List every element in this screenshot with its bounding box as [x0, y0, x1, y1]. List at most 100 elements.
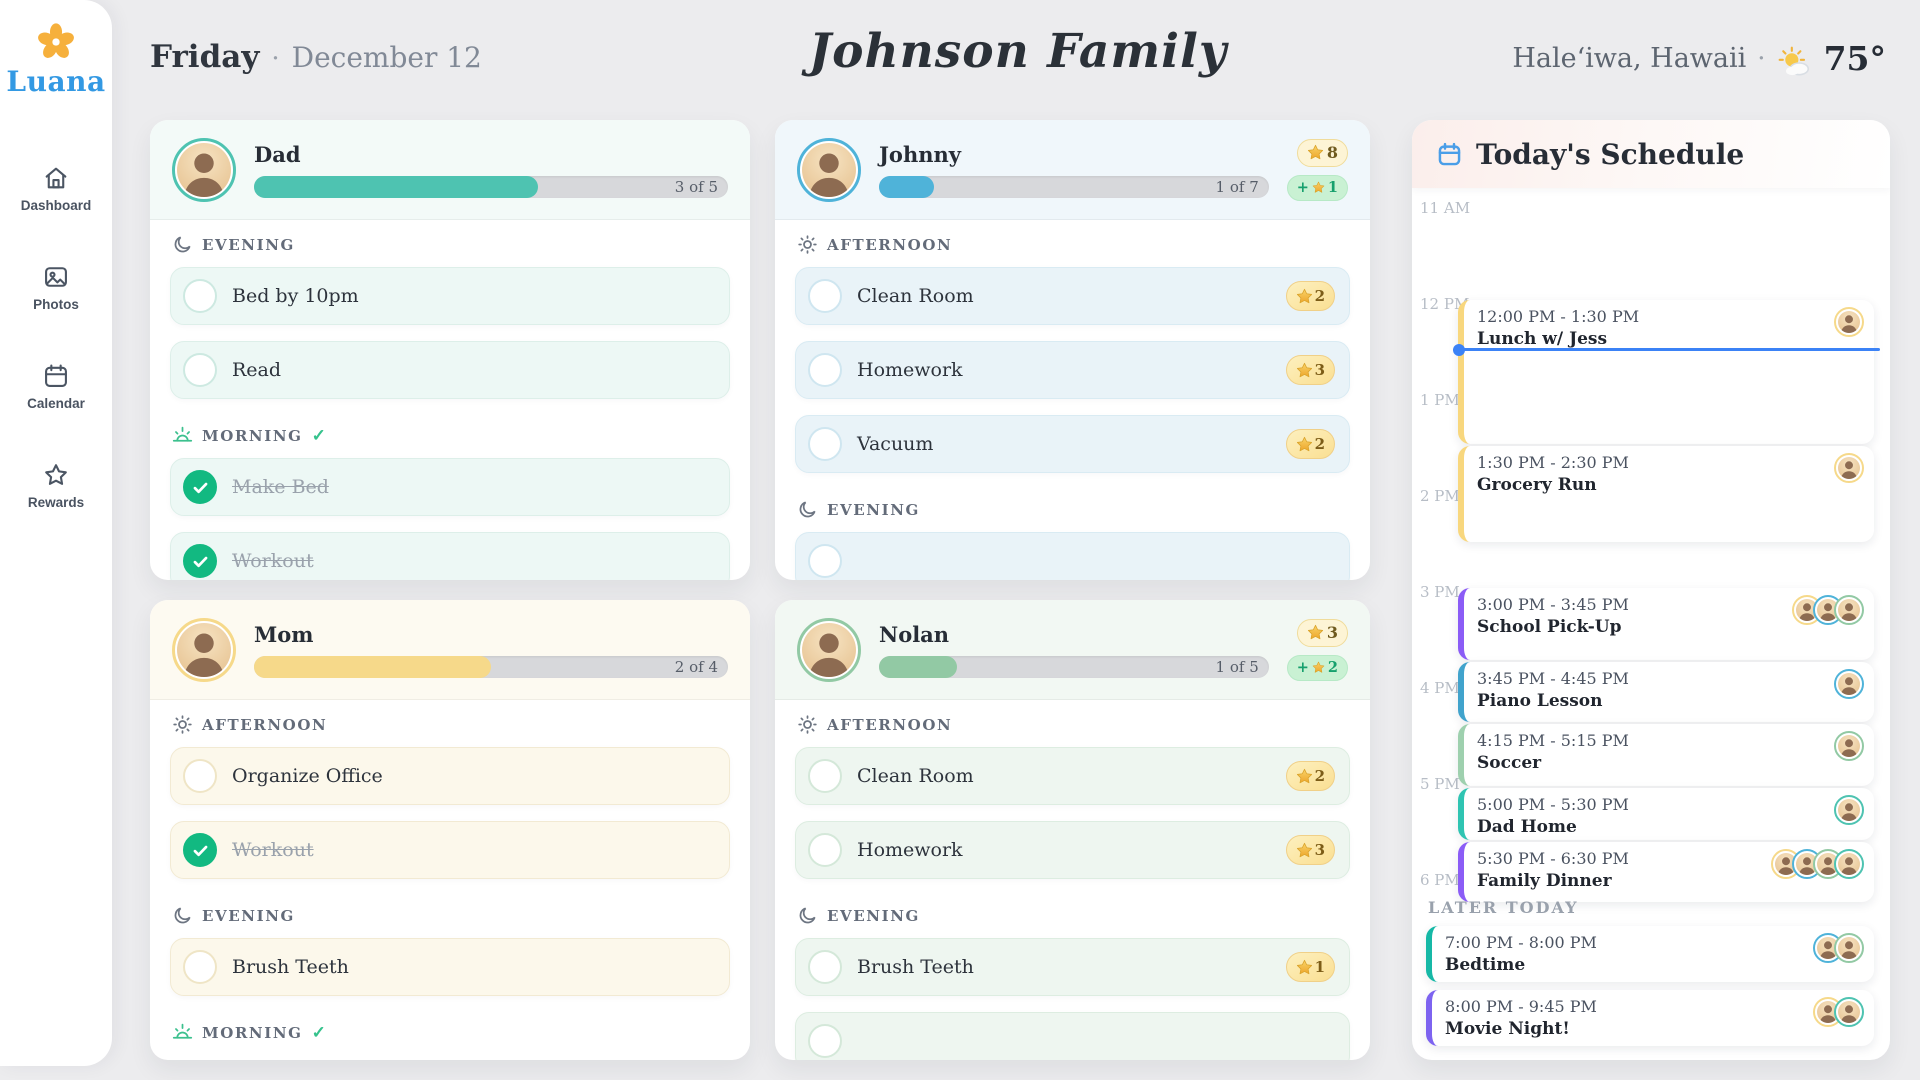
event-lunch-w-jess[interactable]: 12:00 PM - 1:30 PM Lunch w/ Jess	[1458, 300, 1874, 444]
task-row-brush-teeth[interactable]: Brush Teeth	[170, 938, 730, 996]
member-progress-bar: 3 of 5	[254, 175, 728, 198]
task-row-brush-teeth[interactable]: Brush Teeth 1	[795, 938, 1350, 996]
task-row-clean-room[interactable]: Clean Room 2	[795, 747, 1350, 805]
star-icon	[1312, 661, 1325, 673]
task-label: Brush Teeth	[232, 956, 349, 978]
task-row-homework[interactable]: Homework 3	[795, 341, 1350, 399]
section-label: EVENING	[202, 906, 295, 925]
section-header: AFTERNOON	[172, 714, 728, 735]
event-participants	[1834, 307, 1864, 337]
progress-fill	[879, 175, 934, 198]
member-name: Nolan	[879, 621, 950, 647]
section-label: MORNING	[202, 426, 303, 445]
house-icon	[42, 164, 70, 192]
calendar-icon	[42, 362, 70, 390]
task-checkbox[interactable]	[183, 833, 217, 867]
member-name: Johnny	[879, 141, 961, 167]
task-row-homework[interactable]: Homework 3	[795, 821, 1350, 879]
member-name: Mom	[254, 621, 314, 647]
task-star-badge: 2	[1285, 429, 1335, 459]
task-checkbox[interactable]	[808, 279, 842, 313]
avatar-mom	[1834, 307, 1864, 337]
section-header: AFTERNOON	[797, 714, 1348, 735]
task-star-badge: 3	[1285, 355, 1335, 385]
task-checkbox[interactable]	[183, 353, 217, 387]
section-afternoon: AFTERNOON Clean Room 2 Homework 3	[795, 714, 1350, 879]
task-row-workout[interactable]: Workout	[170, 532, 730, 580]
location: Haleʻiwa, Hawaii	[1512, 43, 1747, 74]
task-checkbox[interactable]	[183, 544, 217, 578]
task-checkbox[interactable]	[808, 544, 842, 578]
sidebar: Luana Dashboard Photos Calendar Rewards	[0, 0, 112, 1066]
event-grocery-run[interactable]: 1:30 PM - 2:30 PM Grocery Run	[1458, 446, 1874, 542]
member-main: Nolan 1 of 5	[879, 622, 1269, 678]
hour-label: 11 AM	[1420, 199, 1471, 217]
current-time-indicator	[1453, 343, 1880, 356]
event-participants	[1813, 997, 1864, 1027]
event-soccer[interactable]: 4:15 PM - 5:15 PM Soccer	[1458, 724, 1874, 786]
event-dad-home[interactable]: 5:00 PM - 5:30 PM Dad Home	[1458, 788, 1874, 840]
task-row-organize-office[interactable]: Organize Office	[170, 747, 730, 805]
task-row-clipped[interactable]	[795, 1012, 1350, 1060]
event-family-dinner[interactable]: 5:30 PM - 6:30 PM Family Dinner	[1458, 842, 1874, 902]
app-logo[interactable]: Luana	[6, 20, 105, 98]
calendar-icon	[1436, 141, 1463, 168]
event-participants	[1834, 795, 1864, 825]
task-row-read[interactable]: Read	[170, 341, 730, 399]
section-afternoon: AFTERNOON Clean Room 2 Homework 3 Vacuum 2	[795, 234, 1350, 473]
star-icon	[42, 461, 70, 489]
star-icon	[1296, 959, 1312, 974]
task-checkbox[interactable]	[808, 833, 842, 867]
member-header: Mom 2 of 4	[150, 600, 750, 700]
task-checkbox[interactable]	[808, 427, 842, 461]
event-piano-lesson[interactable]: 3:45 PM - 4:45 PM Piano Lesson	[1458, 662, 1874, 722]
hour-label: 2 PM	[1420, 487, 1460, 505]
sun-icon	[172, 714, 193, 735]
avatar-nolan	[797, 617, 861, 682]
hour-label: 12 PM	[1420, 295, 1470, 313]
task-checkbox[interactable]	[183, 759, 217, 793]
sidebar-item-photos[interactable]: Photos	[33, 263, 79, 312]
section-header: EVENING	[797, 905, 1348, 926]
event-participants	[1834, 453, 1864, 483]
task-row-clipped[interactable]	[795, 532, 1350, 580]
task-checkbox[interactable]	[183, 950, 217, 984]
task-checkbox[interactable]	[183, 470, 217, 504]
sidebar-item-dashboard[interactable]: Dashboard	[21, 164, 91, 213]
section-header: MORNING ✓	[172, 425, 728, 446]
task-label: Read	[232, 359, 282, 381]
task-star-badge: 2	[1285, 761, 1335, 791]
event-movie-night[interactable]: 8:00 PM - 9:45 PM Movie Night!	[1426, 990, 1874, 1046]
task-star-badge: 1	[1285, 952, 1335, 982]
task-row-make-bed[interactable]: Make Bed	[170, 458, 730, 516]
task-row-vacuum[interactable]: Vacuum 2	[795, 415, 1350, 473]
task-label: Brush Teeth	[857, 956, 974, 978]
event-school-pick-up[interactable]: 3:00 PM - 3:45 PM School Pick-Up	[1458, 588, 1874, 660]
member-task-list: AFTERNOON Clean Room 2 Homework 3 EVENING …	[775, 700, 1370, 1060]
section-header: EVENING	[797, 499, 1348, 520]
event-bedtime[interactable]: 7:00 PM - 8:00 PM Bedtime	[1426, 926, 1874, 982]
progress-count: 1 of 7	[1215, 177, 1259, 196]
avatar-johnny	[797, 137, 861, 202]
star-icon	[1296, 436, 1312, 451]
hour-label: 3 PM	[1420, 583, 1460, 601]
avatar-mom	[1834, 453, 1864, 483]
task-checkbox[interactable]	[183, 279, 217, 313]
sidebar-item-calendar[interactable]: Calendar	[27, 362, 85, 411]
family-board: Dad 3 of 5 EVENING Bed by 10pm Read MORN…	[150, 120, 1370, 1060]
progress-count: 3 of 5	[674, 177, 718, 196]
task-row-bed-by-10pm[interactable]: Bed by 10pm	[170, 267, 730, 325]
event-title: School Pick-Up	[1477, 616, 1622, 637]
task-checkbox[interactable]	[808, 759, 842, 793]
task-checkbox[interactable]	[808, 950, 842, 984]
task-row-workout[interactable]: Workout	[170, 821, 730, 879]
task-checkbox[interactable]	[808, 353, 842, 387]
task-checkbox[interactable]	[808, 1024, 842, 1058]
member-main: Johnny 1 of 7	[879, 142, 1269, 198]
task-row-clean-room[interactable]: Clean Room 2	[795, 267, 1350, 325]
task-label: Clean Room	[857, 765, 974, 787]
header: Friday · December 12 Johnson Family Hale…	[150, 24, 1886, 88]
sidebar-item-rewards[interactable]: Rewards	[28, 461, 84, 510]
event-participants	[1792, 595, 1864, 625]
member-task-list: AFTERNOON Organize Office Workout EVENIN…	[150, 700, 750, 1060]
